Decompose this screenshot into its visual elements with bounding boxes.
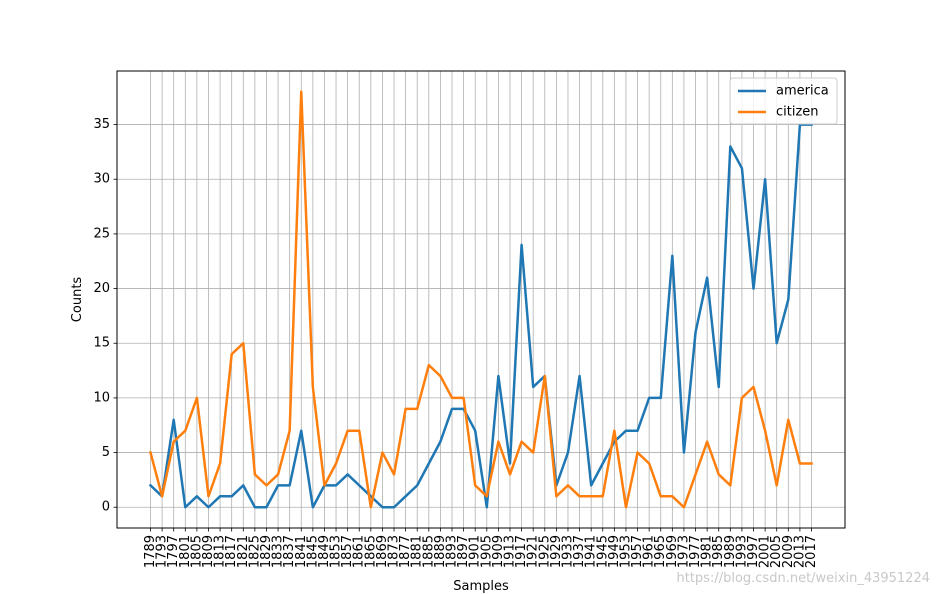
- y-tick-label: 15: [93, 336, 110, 351]
- x-tick-label: 1973: [676, 535, 691, 568]
- x-tick-label: 1813: [213, 535, 228, 568]
- x-tick-label: 1901: [468, 535, 483, 568]
- x-tick-label: 1825: [247, 535, 262, 568]
- x-tick-label: 1945: [595, 535, 610, 568]
- x-tick-label: 1977: [688, 535, 703, 568]
- x-axis-ticks: 1789179317971801180518091813181718211825…: [143, 528, 819, 568]
- x-tick-label: 1805: [189, 535, 204, 568]
- legend-label-america: america: [776, 84, 829, 99]
- x-tick-label: 1845: [305, 535, 320, 568]
- x-tick-label: 1941: [584, 535, 599, 568]
- x-tick-label: 1837: [282, 535, 297, 568]
- x-axis-label: Samples: [453, 579, 509, 594]
- x-tick-label: 1925: [537, 535, 552, 568]
- watermark-text: https://blog.csdn.net/weixin_43951224: [676, 571, 930, 586]
- x-tick-label: 1849: [317, 535, 332, 568]
- x-tick-label: 1829: [259, 535, 274, 568]
- x-tick-label: 1853: [329, 535, 344, 568]
- x-tick-label: 1997: [746, 535, 761, 568]
- x-tick-label: 1929: [549, 535, 564, 568]
- series-line-citizen: [148, 90, 813, 509]
- x-tick-label: 1985: [711, 535, 726, 568]
- x-tick-label: 1857: [340, 535, 355, 568]
- x-tick-label: 1965: [653, 535, 668, 568]
- x-tick-label: 1865: [363, 535, 378, 568]
- x-tick-label: 1909: [491, 535, 506, 568]
- y-tick-label: 0: [102, 500, 110, 515]
- x-tick-label: 1961: [642, 535, 657, 568]
- x-tick-label: 1949: [607, 535, 622, 568]
- x-tick-label: 1917: [514, 535, 529, 568]
- x-tick-label: 1905: [479, 535, 494, 568]
- x-tick-label: 1921: [526, 535, 541, 568]
- x-tick-label: 1793: [155, 535, 170, 568]
- x-tick-label: 1797: [166, 535, 181, 568]
- y-tick-label: 20: [93, 281, 110, 296]
- grid-lines: [117, 71, 845, 528]
- x-tick-label: 1881: [410, 535, 425, 568]
- y-tick-label: 35: [93, 117, 110, 132]
- x-tick-label: 2013: [792, 535, 807, 568]
- x-tick-label: 1809: [201, 535, 216, 568]
- y-tick-label: 5: [102, 445, 110, 460]
- legend: america citizen: [729, 77, 838, 125]
- x-tick-label: 1933: [561, 535, 576, 568]
- x-tick-label: 2001: [758, 535, 773, 568]
- x-tick-label: 1869: [375, 535, 390, 568]
- y-tick-label: 25: [93, 226, 110, 241]
- x-tick-label: 1897: [456, 535, 471, 568]
- x-tick-label: 1873: [387, 535, 402, 568]
- x-tick-label: 1789: [143, 535, 158, 568]
- x-tick-label: 1953: [619, 535, 634, 568]
- x-tick-label: 1989: [723, 535, 738, 568]
- x-tick-label: 1821: [236, 535, 251, 568]
- x-tick-label: 1877: [398, 535, 413, 568]
- x-tick-label: 1889: [433, 535, 448, 568]
- y-axis-label: Counts: [70, 277, 85, 323]
- y-tick-label: 10: [93, 390, 110, 405]
- x-tick-label: 2005: [769, 535, 784, 568]
- x-tick-label: 1993: [734, 535, 749, 568]
- x-tick-label: 1957: [630, 535, 645, 568]
- x-tick-label: 1937: [572, 535, 587, 568]
- x-tick-label: 1833: [271, 535, 286, 568]
- series-line-america: [148, 123, 813, 509]
- x-tick-label: 2009: [781, 535, 796, 568]
- legend-label-citizen: citizen: [776, 105, 819, 120]
- series-layer: [148, 90, 813, 509]
- x-tick-label: 1969: [665, 535, 680, 568]
- x-tick-label: 1861: [352, 535, 367, 568]
- x-tick-label: 1913: [503, 535, 518, 568]
- y-tick-label: 30: [93, 172, 110, 187]
- x-tick-label: 1841: [294, 535, 309, 568]
- plot-frame: [116, 70, 846, 529]
- y-axis-ticks: 0 5 10 15 20 25 30 35: [93, 117, 117, 515]
- x-tick-label: 2017: [804, 535, 819, 568]
- x-tick-label: 1817: [224, 535, 239, 568]
- x-tick-label: 1893: [445, 535, 460, 568]
- x-tick-label: 1801: [178, 535, 193, 568]
- x-tick-label: 1885: [421, 535, 436, 568]
- x-tick-label: 1981: [700, 535, 715, 568]
